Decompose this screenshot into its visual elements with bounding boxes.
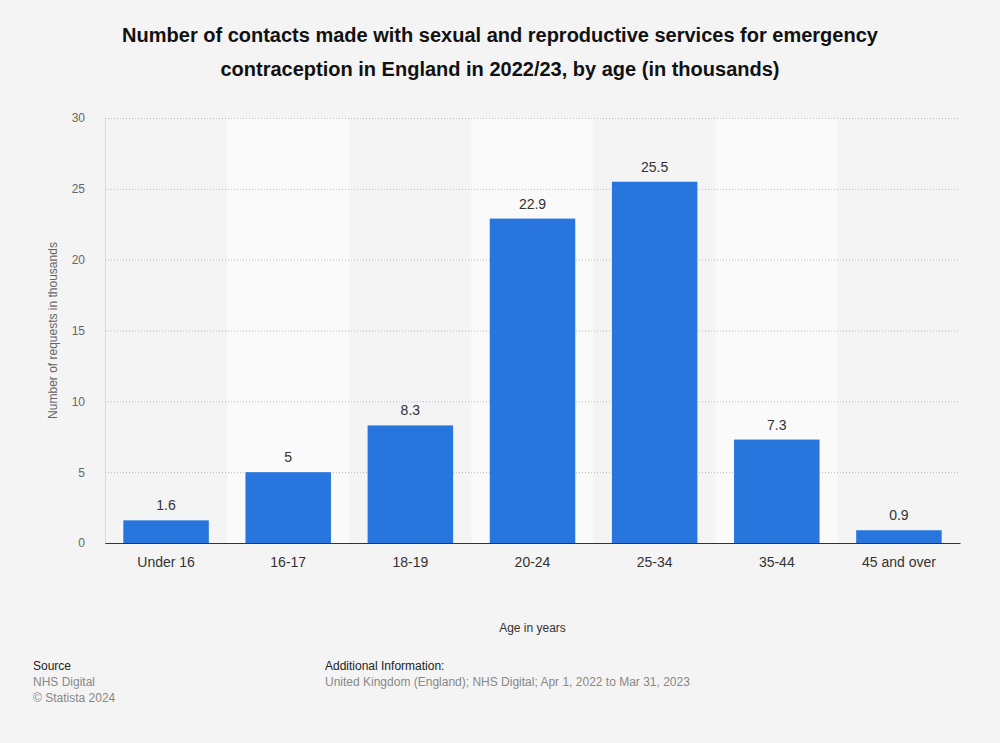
- data-labels: 1.6 5 8.3 22.9 25.5 7.3 0.9: [156, 159, 909, 524]
- grid-line: [105, 118, 960, 119]
- y-tick-label: 10: [72, 395, 86, 409]
- bar: [368, 425, 454, 543]
- x-tick: 35-44: [759, 554, 795, 570]
- x-tick: 16-17: [270, 554, 306, 570]
- x-tick-label: 45 and over: [862, 554, 936, 570]
- x-tick-label: 20-24: [515, 554, 551, 570]
- y-axis: 0 5 10 15 20 25 30: [72, 111, 960, 550]
- y-tick-label: 5: [78, 466, 85, 480]
- x-tick: Under 16: [137, 554, 195, 570]
- data-label: 1.6: [156, 497, 176, 513]
- bar: [123, 520, 209, 543]
- data-label: 7.3: [767, 417, 787, 433]
- bar: [245, 472, 331, 543]
- grid-line: [105, 189, 960, 190]
- data-label: 0.9: [889, 507, 909, 523]
- y-tick: 25: [72, 182, 960, 196]
- x-axis-title: Age in years: [499, 621, 566, 635]
- y-tick-label: 30: [72, 111, 86, 125]
- y-tick: 30: [72, 111, 960, 125]
- y-tick-label: 0: [78, 536, 85, 550]
- x-tick: 25-34: [637, 554, 673, 570]
- x-tick-label: 35-44: [759, 554, 795, 570]
- x-tick: 45 and over: [862, 554, 936, 570]
- bar: [856, 530, 942, 543]
- source: NHS Digital: [33, 675, 95, 689]
- info-label: Additional Information:: [325, 659, 444, 673]
- source-label: Source: [33, 659, 71, 673]
- y-axis-title: Number of requests in thousands: [46, 242, 60, 419]
- data-label: 5: [284, 449, 292, 465]
- x-axis-line: [106, 543, 961, 544]
- y-tick-label: 25: [72, 182, 86, 196]
- bars: [123, 182, 941, 543]
- title: Number of contacts made with sexual and …: [122, 24, 879, 80]
- x-tick: 20-24: [515, 554, 551, 570]
- x-tick: 18-19: [392, 554, 428, 570]
- data-label: 25.5: [641, 159, 668, 175]
- x-tick-label: 25-34: [637, 554, 673, 570]
- data-label: 8.3: [401, 402, 421, 418]
- x-tick-label: 16-17: [270, 554, 306, 570]
- chart: Number of contacts made with sexual and …: [0, 0, 1000, 743]
- grid-line: [105, 543, 960, 544]
- y-tick-label: 20: [72, 253, 86, 267]
- x-axis: Under 16 16-17 18-19 20-24 25-34 35-44 45 and …: [106, 544, 961, 570]
- bar: [734, 440, 820, 543]
- bar: [490, 219, 576, 543]
- bar: [612, 182, 698, 543]
- x-tick-label: 18-19: [392, 554, 428, 570]
- column-band: [471, 118, 593, 543]
- data-label: 22.9: [519, 196, 546, 212]
- info: United Kingdom (England); NHS Digital; A…: [325, 675, 690, 689]
- x-tick-label: Under 16: [137, 554, 195, 570]
- y-tick-label: 15: [72, 324, 86, 338]
- background: [0, 0, 1000, 743]
- copyright: © Statista 2024: [33, 691, 116, 705]
